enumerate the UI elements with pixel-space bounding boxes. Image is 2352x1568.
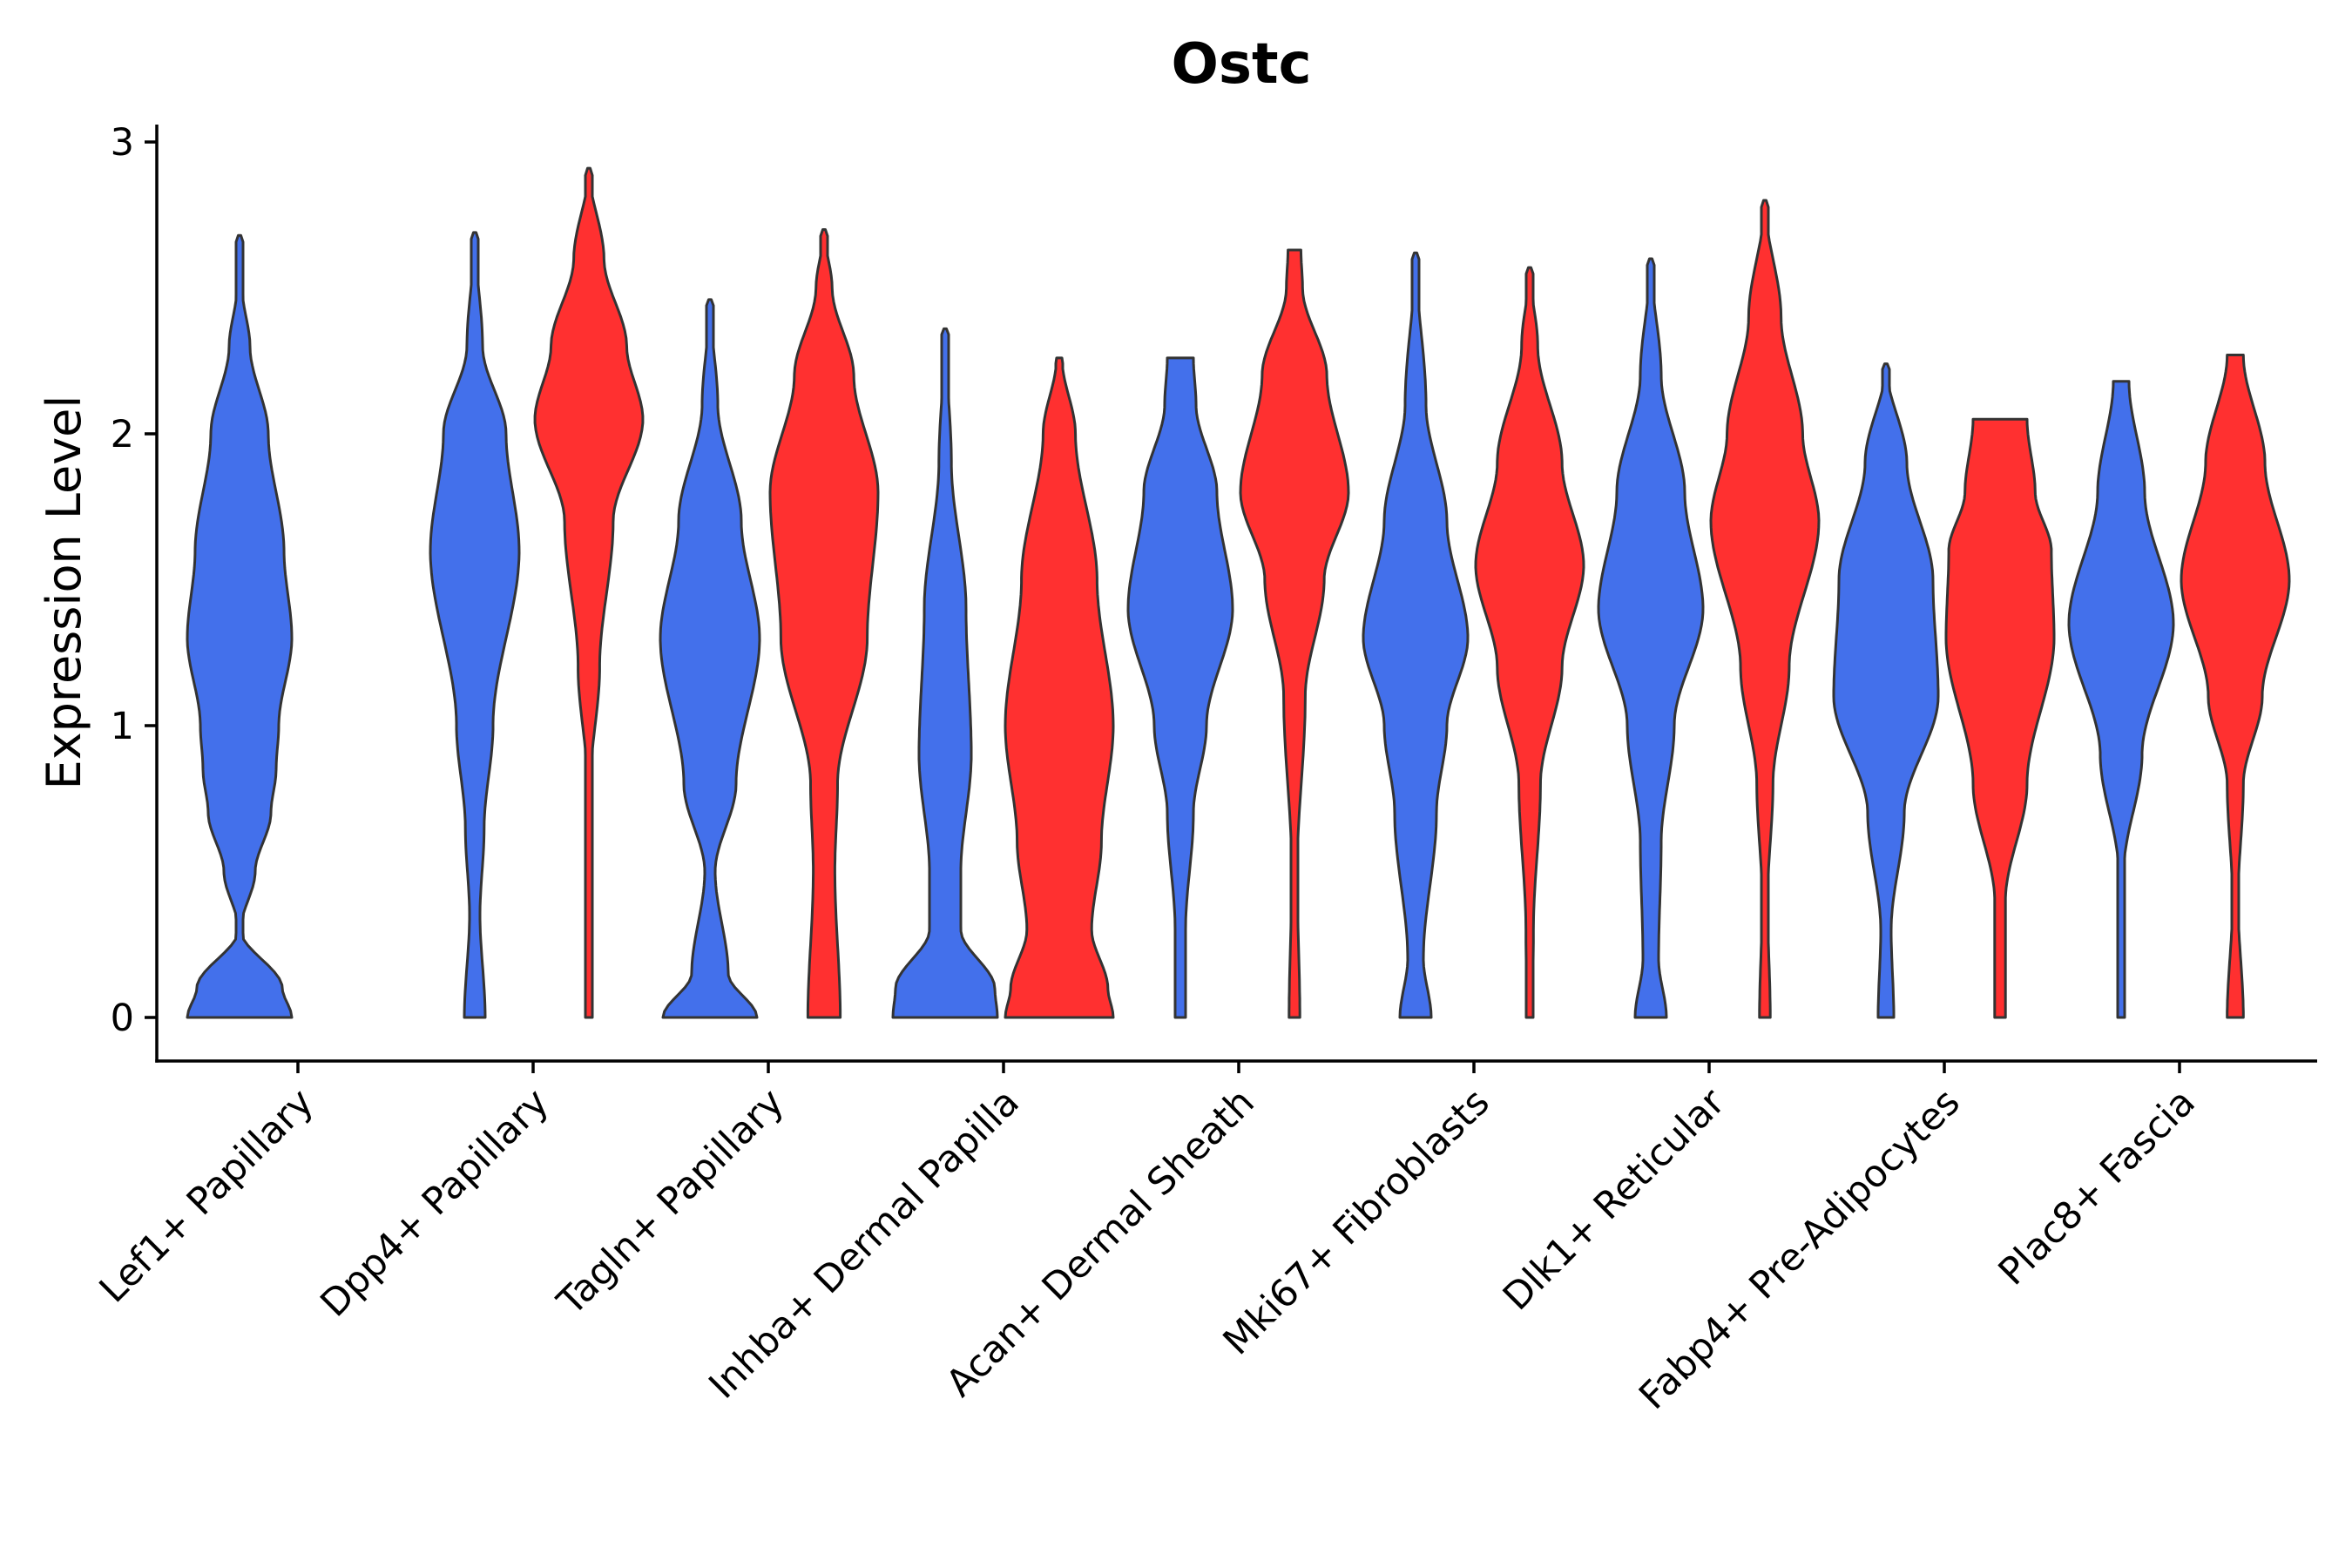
violin-blue-5 <box>1362 251 1470 1019</box>
violin-blue-7 <box>1832 362 1940 1019</box>
x-tick-label: Dlk1+ Reticular <box>1495 1080 1734 1319</box>
violin-red-8 <box>2180 354 2291 1019</box>
y-ticks-group: 0 1 2 3 <box>111 121 157 1040</box>
y-axis-label: Expression Level <box>37 395 91 790</box>
violin-blue-2 <box>659 298 761 1019</box>
y-tick-label: 2 <box>111 413 134 456</box>
violin-blue-6 <box>1597 257 1705 1019</box>
y-tick-label: 1 <box>111 705 134 748</box>
x-tick-label: Tagln+ Papillary <box>549 1080 793 1324</box>
violin-red-6 <box>1709 199 1821 1019</box>
x-tick-label: Lef1+ Papillary <box>91 1080 322 1311</box>
violin-blue-0 <box>186 233 294 1019</box>
violin-blue-8 <box>2067 380 2175 1019</box>
axes-group <box>155 125 2317 1063</box>
chart-title: Ostc <box>1171 32 1311 97</box>
y-tick-label: 0 <box>111 997 134 1040</box>
x-tick-label: Plac8+ Fascia <box>1990 1080 2204 1294</box>
violin-red-7 <box>1944 417 2056 1019</box>
violin-red-2 <box>768 228 880 1019</box>
violin-red-3 <box>1004 356 1115 1019</box>
x-tick-label: Mki67+ Fibroblasts <box>1215 1080 1498 1363</box>
x-tick-label: Dpp4+ Papillary <box>313 1080 558 1325</box>
violins-group <box>186 166 2291 1019</box>
violin-blue-1 <box>429 231 521 1019</box>
y-tick-label: 3 <box>111 121 134 165</box>
violin-blue-4 <box>1126 356 1234 1019</box>
violin-red-4 <box>1239 248 1350 1019</box>
violin-blue-3 <box>891 327 999 1019</box>
violin-red-1 <box>533 166 645 1019</box>
violin-red-5 <box>1474 266 1585 1019</box>
